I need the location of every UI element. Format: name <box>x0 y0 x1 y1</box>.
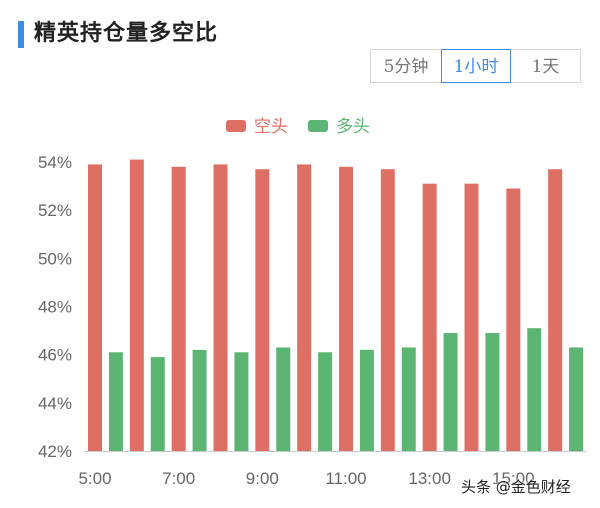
chart-legend: 空头 多头 <box>226 117 370 137</box>
watermark: 头条 @金色财经 <box>461 478 571 496</box>
long-bar[interactable] <box>485 332 500 451</box>
x-tick-label: 7:00 <box>162 469 195 488</box>
short-bar[interactable] <box>129 159 144 451</box>
timeframe-tabs: 5分钟 1小时 1天 <box>370 49 581 83</box>
tab-5-minutes[interactable]: 5分钟 <box>370 49 442 83</box>
y-tick-label: 42% <box>38 442 72 461</box>
y-tick-label: 44% <box>38 394 72 413</box>
tab-1-day[interactable]: 1天 <box>510 49 581 83</box>
tab-1-hour[interactable]: 1小时 <box>441 49 511 83</box>
short-bar[interactable] <box>548 169 563 451</box>
short-bar[interactable] <box>464 183 479 452</box>
long-bar[interactable] <box>192 349 207 451</box>
long-bar[interactable] <box>234 352 249 451</box>
page-title: 精英持仓量多空比 <box>34 21 219 46</box>
long-bar[interactable] <box>401 347 416 451</box>
legend-swatch-long[interactable] <box>308 120 328 132</box>
short-bar[interactable] <box>339 166 353 452</box>
y-tick-label: 52% <box>38 201 72 220</box>
short-bar[interactable] <box>297 164 312 452</box>
title-accent-bar <box>18 21 24 48</box>
long-bar[interactable] <box>150 357 165 451</box>
y-tick-label: 50% <box>38 249 72 268</box>
short-bar[interactable] <box>171 166 186 452</box>
y-tick-label: 46% <box>38 346 72 365</box>
x-axis: 5:00 7:00 9:00 11:00 13:00 15:00 <box>78 451 586 488</box>
long-bar[interactable] <box>276 347 291 451</box>
short-bar[interactable] <box>422 183 437 452</box>
long-bar[interactable] <box>108 352 123 451</box>
long-bar[interactable] <box>443 332 458 451</box>
short-bar[interactable] <box>380 169 395 451</box>
long-bar[interactable] <box>527 328 542 451</box>
long-bar[interactable] <box>359 349 374 451</box>
short-bar[interactable] <box>88 164 102 452</box>
bar-series <box>88 159 584 452</box>
short-bar[interactable] <box>255 169 270 451</box>
legend-swatch-short[interactable] <box>226 120 246 132</box>
long-bar[interactable] <box>569 347 584 451</box>
x-tick-label: 5:00 <box>78 469 111 488</box>
x-tick-label: 9:00 <box>246 469 279 488</box>
legend-label-long[interactable]: 多头 <box>336 117 370 137</box>
y-tick-label: 48% <box>38 298 72 317</box>
x-tick-label: 15:00 <box>492 469 535 488</box>
short-bar[interactable] <box>213 164 228 452</box>
x-tick-label: 13:00 <box>408 469 451 488</box>
legend-label-short[interactable]: 空头 <box>254 117 288 137</box>
long-bar[interactable] <box>318 352 333 451</box>
y-tick-label: 54% <box>38 153 72 172</box>
x-tick-label: 11:00 <box>325 469 366 488</box>
y-axis: 42% 44% 46% 48% 50% 52% 54% <box>38 153 72 461</box>
short-bar[interactable] <box>506 188 521 451</box>
